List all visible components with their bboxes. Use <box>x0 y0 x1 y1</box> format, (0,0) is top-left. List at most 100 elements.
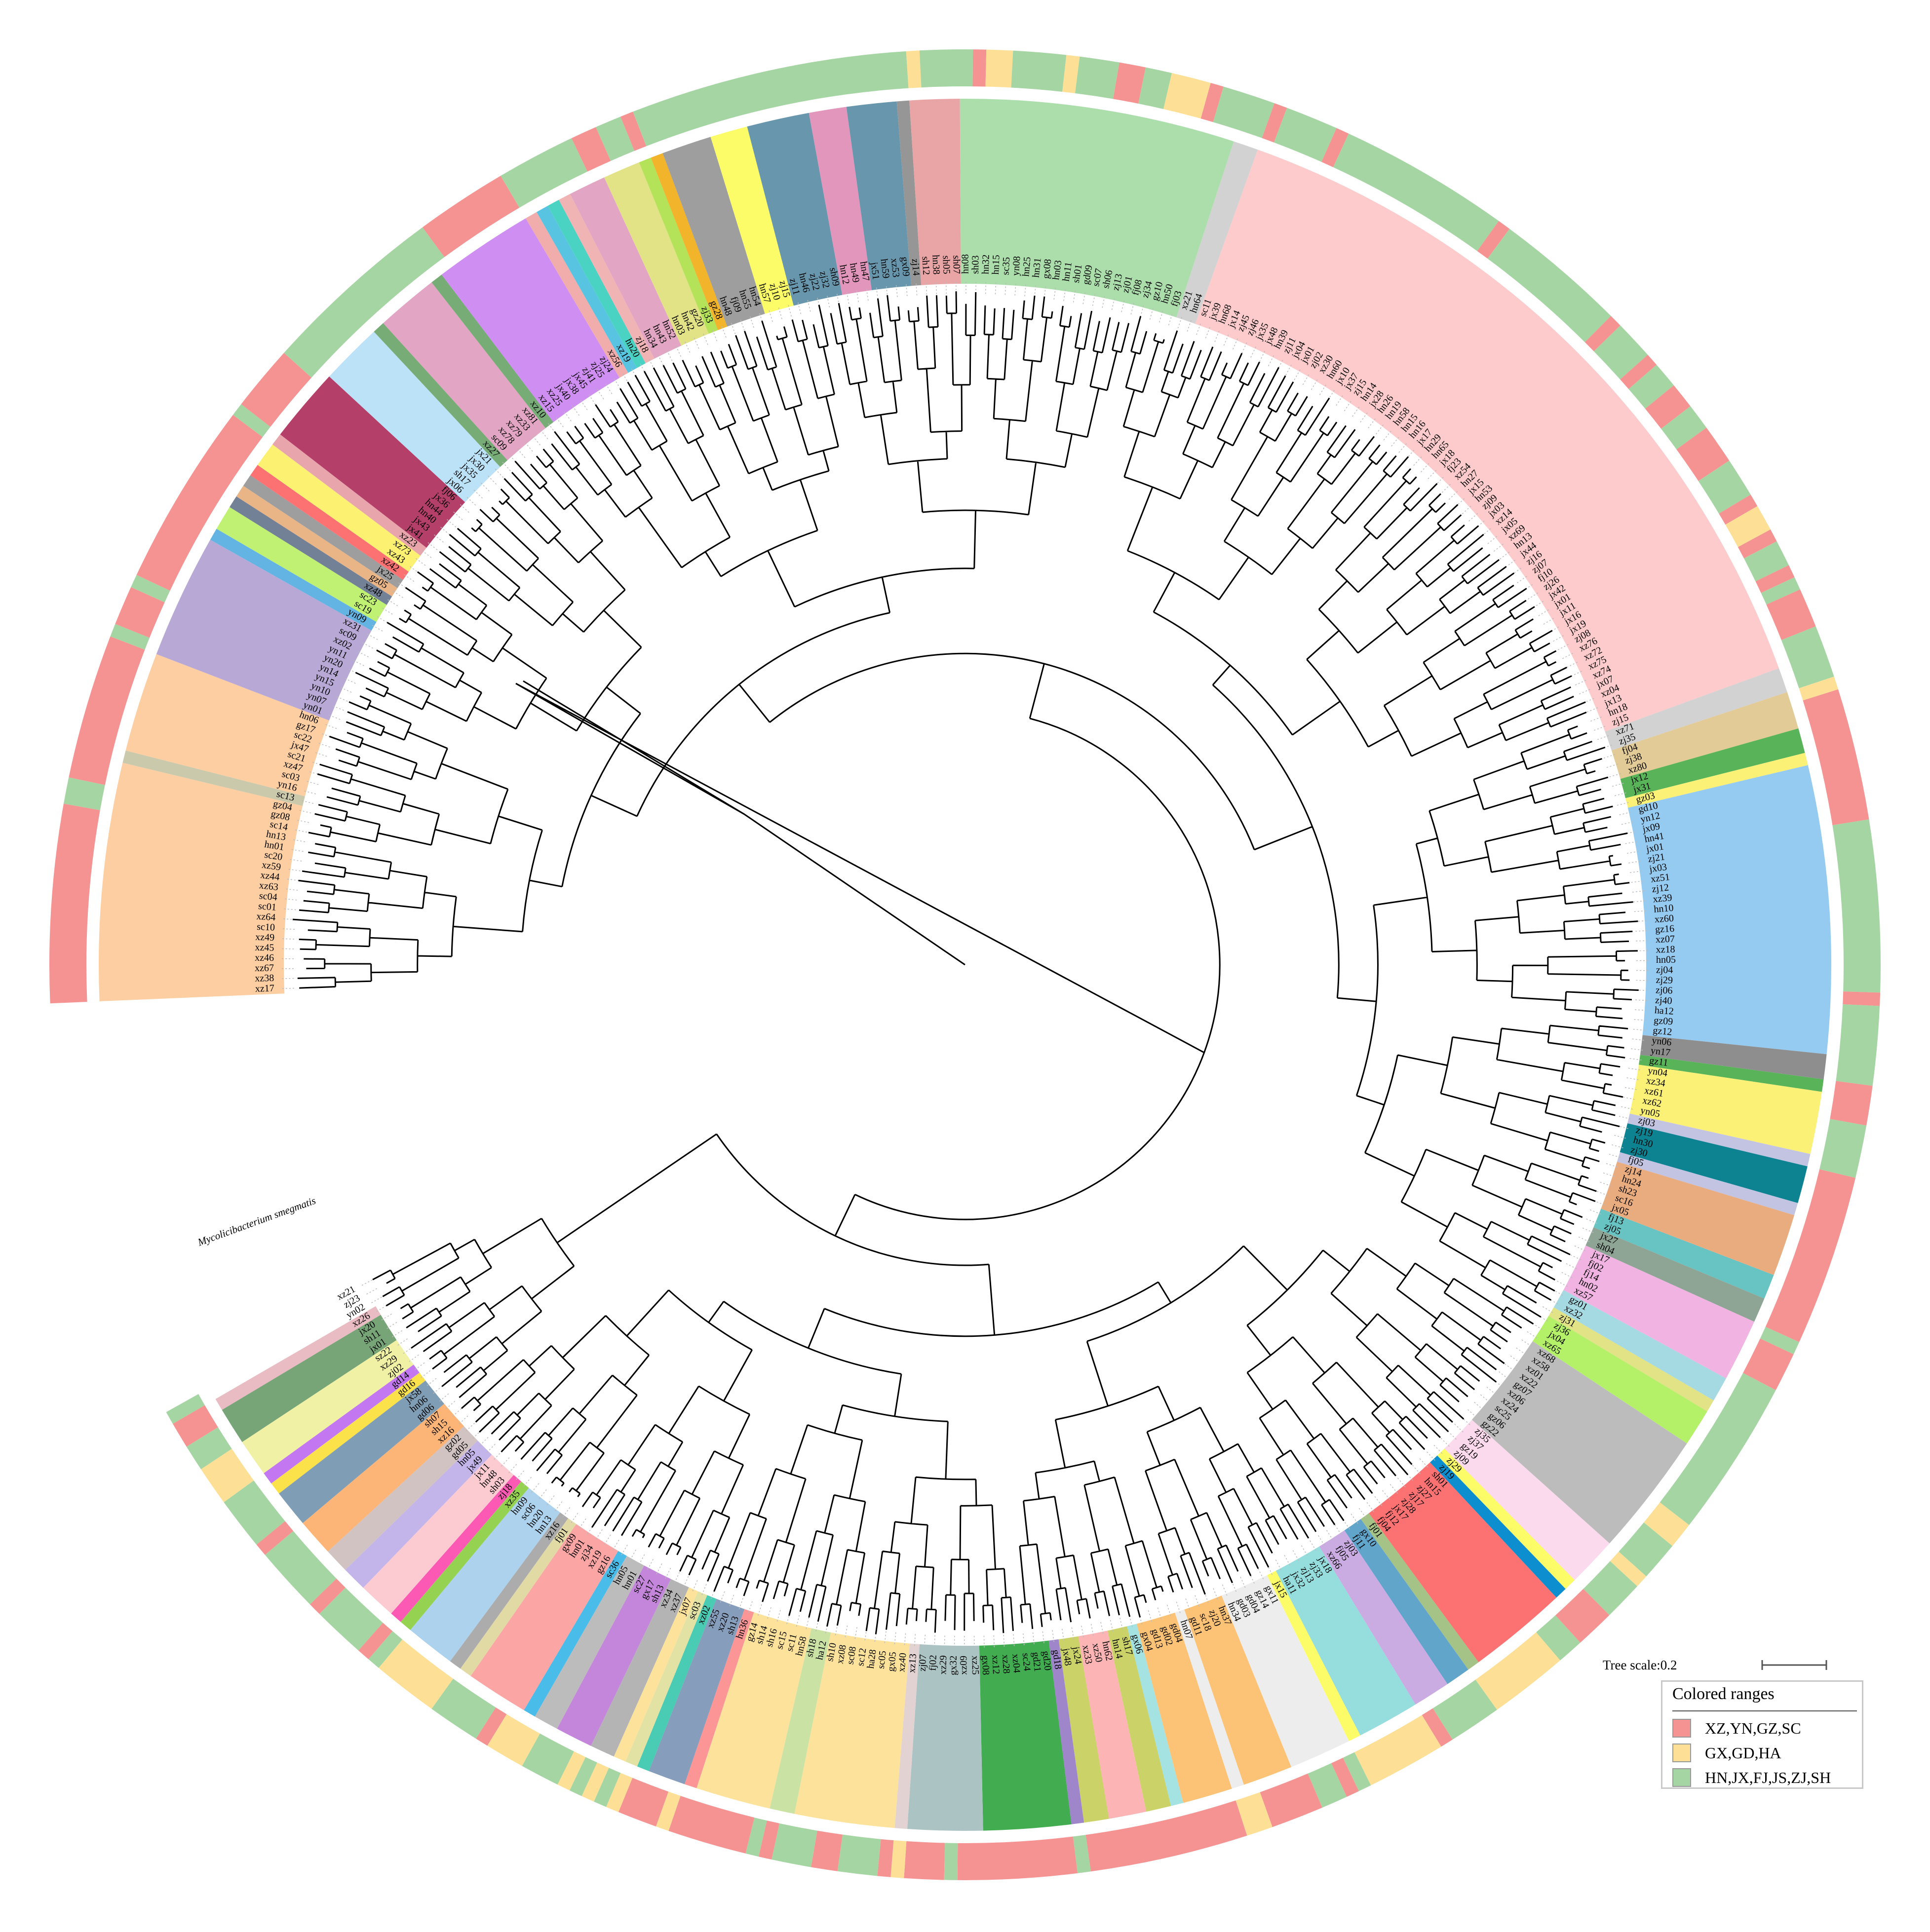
clade-range-23 <box>604 162 709 346</box>
clade-range-4 <box>210 529 377 631</box>
clade-range-75 <box>894 1643 920 1829</box>
leaf-label-103: xz53 <box>889 258 902 278</box>
region-segment-39 <box>1661 406 1707 450</box>
leaf-label-5: xz49 <box>255 932 275 943</box>
leaf-label-217: hn05 <box>1656 954 1676 965</box>
clade-range-0 <box>99 762 303 1002</box>
leaf-label-10: xz63 <box>259 880 279 893</box>
region-segment-63 <box>1610 1552 1647 1587</box>
region-segment-28 <box>1262 103 1287 143</box>
leaf-label-320: xz04 <box>1010 1654 1022 1673</box>
leaf-label-212: hn10 <box>1654 903 1674 915</box>
legend-item-southwest: XZ,YN,GZ,SC <box>1672 1716 1801 1740</box>
legend-label-east: HN,JX,FJ,JS,ZJ,SH <box>1705 1768 1831 1786</box>
region-segment-81 <box>890 1840 907 1878</box>
region-segment-17 <box>919 49 973 88</box>
clade-range-56 <box>1437 1448 1575 1589</box>
region-segment-52 <box>1832 819 1881 993</box>
leaf-label-221: zj40 <box>1655 995 1673 1007</box>
legend-swatch-southwest <box>1672 1719 1691 1738</box>
clade-range-79 <box>684 1609 754 1788</box>
clade-range-97 <box>303 1403 464 1552</box>
region-segment-50 <box>1799 677 1839 701</box>
region-segment-34 <box>1584 316 1621 351</box>
clade-range-47 <box>1601 1162 1795 1275</box>
region-segment-1 <box>63 777 105 810</box>
region-segment-94 <box>569 1757 597 1796</box>
region-segment-31 <box>1333 133 1499 251</box>
region-segment-6 <box>136 415 263 591</box>
clade-range-101 <box>242 1340 414 1474</box>
clade-range-36 <box>1605 668 1787 751</box>
clade-range-102 <box>222 1315 397 1442</box>
clade-range-7 <box>236 486 398 597</box>
legend-swatch-south <box>1672 1743 1691 1762</box>
region-segment-107 <box>224 1480 285 1545</box>
clade-range-22 <box>570 177 682 359</box>
tree-branch-lines <box>292 291 1639 1634</box>
leaf-label-214: gz16 <box>1655 923 1675 935</box>
clade-range-65 <box>1184 1595 1292 1785</box>
leaf-label-116: hn25 <box>1020 257 1033 277</box>
legend-swatch-east <box>1672 1768 1691 1787</box>
region-segment-80 <box>904 1841 945 1880</box>
region-segment-111 <box>166 1394 205 1424</box>
clade-range-14 <box>374 323 508 467</box>
region-segment-45 <box>1744 541 1789 581</box>
region-segment-9 <box>284 227 445 378</box>
region-segment-4 <box>115 587 165 638</box>
region-segment-26 <box>1200 83 1224 122</box>
clade-range-42 <box>1639 1055 1824 1092</box>
clade-range-43 <box>1629 1064 1822 1154</box>
region-segment-48 <box>1766 589 1816 640</box>
leaf-label-108: sh05 <box>940 255 952 274</box>
legend-label-southwest: XZ,YN,GZ,SC <box>1705 1719 1801 1737</box>
region-segment-42 <box>1719 494 1758 525</box>
clade-range-51 <box>1553 1290 1726 1401</box>
clade-range-90 <box>450 1512 569 1669</box>
region-segment-47 <box>1761 577 1800 605</box>
clade-range-9 <box>250 465 409 580</box>
region-segment-104 <box>309 1578 346 1614</box>
clade-range-6 <box>230 496 392 605</box>
leaf-label-211: xz39 <box>1653 892 1673 905</box>
leaf-label-226: yn17 <box>1650 1045 1671 1059</box>
clade-range-2 <box>125 654 329 796</box>
leaf-label-106: sh12 <box>920 256 931 275</box>
clade-range-20 <box>547 199 646 368</box>
clade-range-46 <box>1617 1152 1798 1215</box>
region-segment-92 <box>594 1768 621 1807</box>
region-segment-36 <box>1620 354 1657 389</box>
leaf-label-210: zj12 <box>1651 882 1669 895</box>
leaf-label-207: zj21 <box>1647 851 1665 865</box>
clade-range-50 <box>1563 1245 1754 1379</box>
region-segment-77 <box>1073 1835 1091 1873</box>
leaf-label-111: sh03 <box>970 255 981 274</box>
clade-range-80 <box>649 1598 745 1784</box>
leaf-label-335: sc12 <box>855 1647 868 1667</box>
leaf-label-0: xz17 <box>255 983 275 994</box>
clade-range-89 <box>460 1518 577 1676</box>
legend-label-south: GX,GD,HA <box>1705 1743 1781 1762</box>
clade-range-68 <box>1127 1624 1184 1806</box>
leaf-label-323: gx08 <box>980 1655 991 1675</box>
region-segment-12 <box>571 127 611 172</box>
clade-range-82 <box>625 1591 707 1767</box>
leaf-label-114: sc35 <box>1000 257 1012 275</box>
clade-range-39 <box>1625 753 1808 808</box>
region-segment-20 <box>1011 50 1067 92</box>
leaf-label-326: gx32 <box>948 1656 959 1675</box>
region-segment-59 <box>1743 1338 1794 1391</box>
region-segment-46 <box>1755 565 1795 593</box>
leaf-label-7: xz64 <box>256 911 276 923</box>
leaf-label-331: xz40 <box>896 1652 908 1672</box>
leaf-label-325: xz09 <box>958 1656 969 1675</box>
leaf-label-9: sc04 <box>259 890 278 903</box>
region-segment-19 <box>985 49 1013 88</box>
clade-range-71 <box>1058 1636 1109 1823</box>
leaf-label-117: hn31 <box>1031 257 1043 278</box>
clade-range-52 <box>1548 1307 1714 1411</box>
region-segment-18 <box>972 49 987 87</box>
clade-range-10 <box>257 444 421 572</box>
